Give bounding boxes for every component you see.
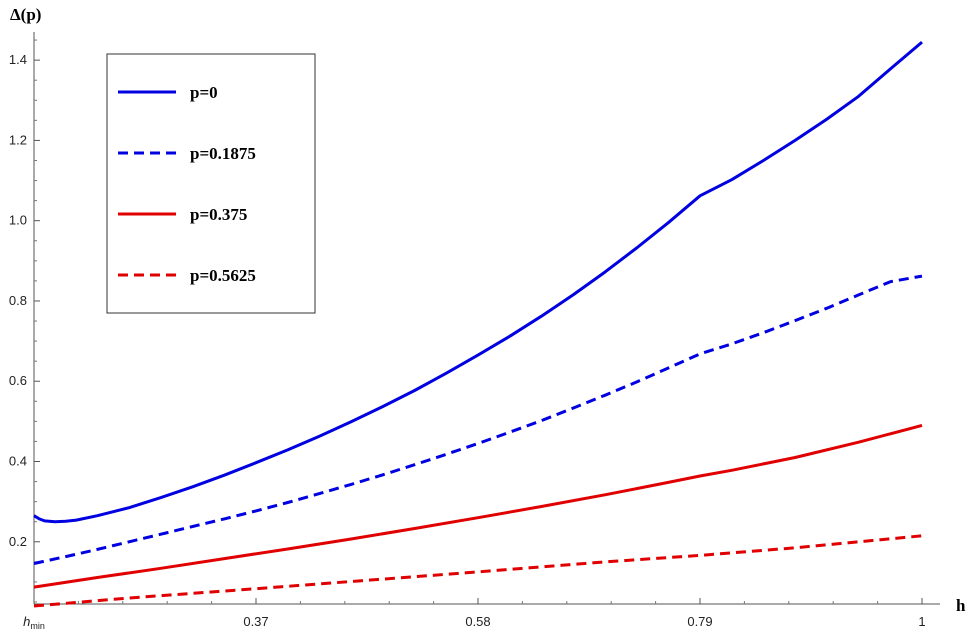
legend-label-3: p=0.375 — [190, 205, 247, 224]
plot-area: hmin 0.37 0.58 0.79 1 0.2 0.4 0.6 0.8 1.0 1.2 1.4 — [9, 32, 940, 631]
legend-label-4: p=0.5625 — [190, 266, 256, 285]
y-tick-label: 1.0 — [9, 213, 27, 228]
y-tick-label: 0.2 — [9, 534, 27, 549]
x-tick-label: hmin — [23, 614, 45, 631]
y-tick-label: 0.8 — [9, 293, 27, 308]
y-tick-label: 0.4 — [9, 454, 27, 469]
series-line-2 — [33, 274, 923, 565]
x-tick-label-sub: min — [30, 621, 45, 631]
series-line-3 — [33, 423, 923, 589]
legend-label-1: p=0 — [190, 83, 218, 102]
x-tick-label: 0.37 — [243, 614, 268, 629]
x-tick-label: 0.79 — [687, 614, 712, 629]
y-tick-label: 0.6 — [9, 373, 27, 388]
x-tick-label-main: h — [23, 614, 30, 629]
y-axis-title: Δ(p) — [10, 5, 41, 24]
x-axis-ticks: hmin 0.37 0.58 0.79 1 — [23, 598, 926, 631]
x-tick-label: 0.58 — [465, 614, 490, 629]
y-tick-label: 1.4 — [9, 52, 27, 67]
legend-items: p=0 p=0.1875 p=0.375 p=0.5625 — [118, 83, 256, 285]
series-line-1 — [33, 40, 923, 524]
legend: p=0 p=0.1875 p=0.375 p=0.5625 — [106, 53, 316, 314]
legend-box — [106, 53, 316, 314]
y-axis-ticks: 0.2 0.4 0.6 0.8 1.0 1.2 1.4 — [9, 39, 40, 603]
y-tick-label: 1.2 — [9, 132, 27, 147]
series-layer — [33, 40, 923, 608]
legend-label-2: p=0.1875 — [190, 144, 256, 163]
series-line-4 — [33, 534, 923, 608]
x-tick-label: 1 — [918, 614, 925, 629]
x-axis-title: h — [956, 596, 966, 615]
